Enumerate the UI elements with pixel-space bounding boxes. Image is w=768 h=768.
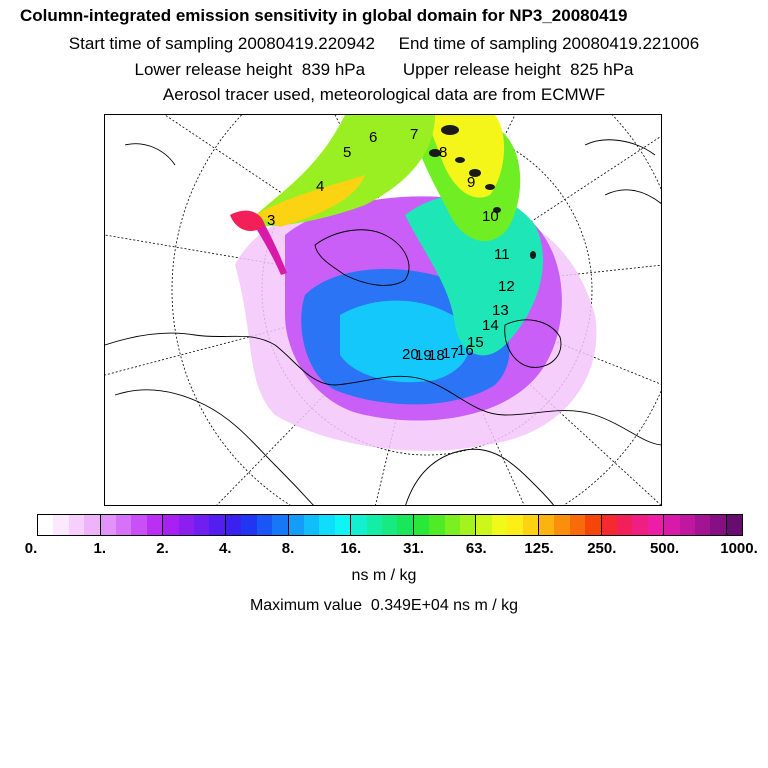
day-marker: 5: [343, 144, 351, 161]
colorbar-cell: [99, 515, 117, 535]
plot-title: Column-integrated emission sensitivity i…: [20, 6, 628, 25]
day-marker: 13: [492, 302, 509, 319]
colorbar-tick-label: 31.: [403, 540, 424, 557]
colorbar-cell: [459, 515, 476, 535]
colorbar-cell: [679, 515, 696, 535]
colorbar-cell: [491, 515, 508, 535]
colorbar-cell: [647, 515, 664, 535]
colorbar-cell: [507, 515, 523, 535]
day-marker: 10: [482, 208, 499, 225]
colorbar-cell: [617, 515, 633, 535]
colorbar-cell: [68, 515, 85, 535]
colorbar-tick-label: 0.: [24, 540, 38, 557]
colorbar-cell: [663, 515, 680, 535]
colorbar-cell: [319, 515, 335, 535]
day-marker: 11: [494, 246, 510, 263]
day-marker: 12: [498, 278, 515, 295]
colorbar-cell: [381, 515, 398, 535]
colorbar-cell: [366, 515, 382, 535]
colorbar-units: ns m / kg: [351, 567, 417, 584]
colorbar-cell: [412, 515, 430, 535]
colorbar-cell: [522, 515, 538, 535]
colorbar-cell: [554, 515, 570, 535]
colorbar-cell: [209, 515, 225, 535]
colorbar-cell: [695, 515, 711, 535]
day-marker: 16: [457, 342, 474, 359]
colorbar-cell: [116, 515, 132, 535]
day-marker: 20: [402, 346, 419, 363]
colorbar-cell: [162, 515, 179, 535]
colorbar-cell: [287, 515, 304, 535]
day-marker: 19: [415, 347, 432, 364]
colorbar-cell: [600, 515, 618, 535]
colorbar-cell: [256, 515, 273, 535]
day-marker: 4: [316, 178, 324, 195]
colorbar-tick-label: 250.: [587, 540, 617, 557]
colorbar-cell: [224, 515, 242, 535]
day-marker: 6: [369, 129, 377, 146]
colorbar-tick-label: 8.: [281, 540, 295, 557]
day-marker: 8: [439, 144, 447, 161]
colorbar: [37, 514, 743, 536]
colorbar-tick-label: 16.: [340, 540, 362, 557]
colorbar-cell: [131, 515, 147, 535]
colorbar-cell: [632, 515, 648, 535]
colorbar-cell: [725, 515, 743, 535]
colorbar-tick-label: 500.: [649, 540, 680, 557]
colorbar-cell: [350, 515, 367, 535]
colorbar-tick-label: 63.: [465, 540, 487, 557]
map-panel: 3 4 5 6 7 8 9 10 11 12 13 14 15 16 17 18 19 20: [104, 114, 662, 506]
colorbar-tick-label: 1000.: [720, 540, 758, 557]
day-marker: 17: [442, 345, 459, 362]
colorbar-cell: [334, 515, 351, 535]
colorbar-cell: [585, 515, 601, 535]
colorbar-cell: [178, 515, 195, 535]
day-marker: 14: [482, 317, 499, 334]
colorbar-cell: [397, 515, 413, 535]
coastlines: [105, 139, 661, 505]
colorbar-cell: [429, 515, 445, 535]
day-marker: 9: [467, 174, 475, 191]
colorbar-tick-label: 1.: [93, 540, 107, 557]
colorbar-cell: [444, 515, 460, 535]
colorbar-cell: [53, 515, 69, 535]
colorbar-cell: [38, 515, 54, 535]
colorbar-cell: [241, 515, 257, 535]
source-blobs: [429, 125, 536, 259]
colorbar-cell: [272, 515, 288, 535]
colorbar-cell: [569, 515, 586, 535]
colorbar-cell: [84, 515, 100, 535]
day-marker: 7: [410, 126, 418, 143]
colorbar-cell: [146, 515, 163, 535]
colorbar-cell: [194, 515, 210, 535]
maximum-value: Maximum value 0.349E+04 ns m / kg: [249, 597, 519, 614]
sensitivity-field: [230, 115, 597, 451]
colorbar-cell: [475, 515, 492, 535]
colorbar-cell: [303, 515, 320, 535]
tracer-info: Aerosol tracer used, meteorological data…: [162, 85, 606, 104]
release-heights: Lower release height 839 hPa Upper relea…: [134, 60, 634, 79]
sampling-times: Start time of sampling 20080419.220942 E…: [68, 34, 700, 53]
day-marker: 15: [467, 334, 484, 351]
colorbar-tick-label: 4.: [219, 540, 232, 557]
colorbar-cell: [538, 515, 555, 535]
day-marker: 18: [428, 347, 445, 364]
day-marker: 3: [267, 212, 275, 229]
colorbar-cell: [710, 515, 726, 535]
colorbar-tick-label: 125.: [524, 540, 554, 557]
colorbar-tick-label: 2.: [156, 540, 169, 557]
